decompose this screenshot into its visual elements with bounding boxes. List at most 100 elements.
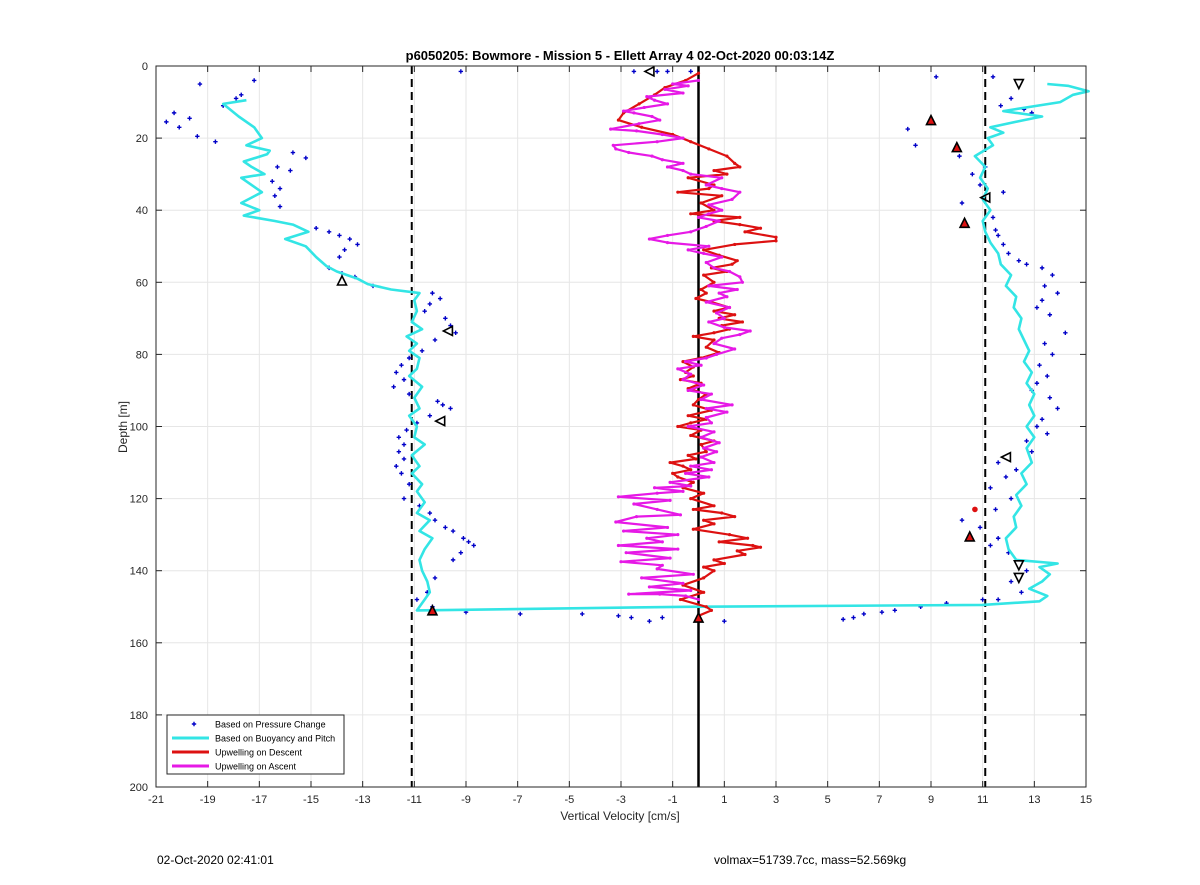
data-point bbox=[694, 457, 698, 461]
data-point bbox=[733, 242, 737, 247]
chart-title: p6050205: Bowmore - Mission 5 - Ellett A… bbox=[406, 48, 835, 63]
data-point bbox=[177, 125, 182, 130]
data-point bbox=[712, 460, 716, 465]
data-point bbox=[171, 110, 177, 116]
data-point bbox=[251, 78, 257, 83]
data-point bbox=[580, 611, 585, 617]
event-triangle-marker bbox=[426, 604, 439, 616]
data-point bbox=[712, 430, 716, 434]
data-point bbox=[704, 291, 708, 295]
data-point bbox=[696, 215, 701, 220]
data-point bbox=[326, 229, 332, 235]
data-point bbox=[396, 435, 402, 440]
data-point bbox=[681, 489, 685, 493]
y-axis-label: Depth [m] bbox=[116, 401, 130, 453]
data-point bbox=[614, 520, 618, 524]
data-point bbox=[712, 309, 716, 313]
x-tick-label: -19 bbox=[200, 794, 216, 806]
event-triangle-marker bbox=[978, 191, 991, 204]
data-point bbox=[1024, 438, 1029, 444]
data-point bbox=[702, 565, 706, 569]
data-point bbox=[654, 69, 660, 74]
x-tick-label: 15 bbox=[1080, 794, 1092, 806]
data-point bbox=[683, 594, 688, 598]
data-point bbox=[645, 536, 649, 540]
data-point bbox=[663, 87, 667, 92]
data-point bbox=[751, 543, 755, 548]
data-point bbox=[681, 168, 685, 173]
data-point bbox=[707, 212, 711, 216]
data-point bbox=[642, 105, 646, 110]
data-point bbox=[699, 201, 703, 205]
data-point bbox=[616, 118, 621, 122]
data-point bbox=[337, 233, 342, 238]
data-point bbox=[233, 96, 239, 101]
data-point bbox=[702, 590, 706, 594]
event-triangle-marker bbox=[643, 65, 655, 78]
event-triangle-marker bbox=[951, 140, 963, 153]
data-point bbox=[712, 504, 716, 508]
y-tick-label: 20 bbox=[136, 133, 148, 145]
data-point bbox=[722, 316, 726, 320]
data-point bbox=[702, 248, 706, 252]
data-point bbox=[1003, 474, 1009, 480]
data-point bbox=[1047, 312, 1053, 317]
data-point bbox=[1047, 395, 1053, 400]
data-point bbox=[1029, 449, 1034, 454]
data-point bbox=[689, 468, 693, 472]
footer-volmax-mass: volmax=51739.7cc, mass=52.569kg bbox=[714, 853, 907, 867]
data-point bbox=[419, 348, 425, 353]
event-triangle-marker bbox=[958, 216, 971, 229]
x-tick-label: 3 bbox=[773, 794, 779, 806]
data-point bbox=[619, 560, 623, 564]
data-point bbox=[337, 254, 342, 260]
data-point bbox=[933, 74, 939, 80]
data-point bbox=[406, 355, 412, 361]
data-point bbox=[647, 585, 652, 589]
data-point bbox=[702, 446, 706, 450]
data-point bbox=[1045, 431, 1050, 436]
data-point bbox=[707, 284, 711, 288]
data-point bbox=[195, 134, 200, 139]
data-point bbox=[466, 539, 471, 545]
event-triangle-marker bbox=[441, 325, 454, 337]
data-point bbox=[686, 453, 690, 457]
data-point bbox=[738, 275, 742, 279]
data-point bbox=[689, 212, 693, 216]
data-point bbox=[720, 511, 724, 515]
data-point bbox=[995, 460, 1001, 465]
data-point bbox=[676, 367, 680, 371]
data-point bbox=[738, 223, 742, 227]
data-point bbox=[471, 543, 476, 548]
data-point bbox=[704, 224, 708, 229]
data-point bbox=[712, 168, 716, 173]
x-tick-label: -11 bbox=[407, 794, 422, 806]
data-point bbox=[1042, 283, 1047, 289]
data-point bbox=[614, 147, 618, 151]
data-point bbox=[704, 406, 708, 411]
data-point bbox=[678, 597, 683, 602]
data-point bbox=[401, 377, 407, 382]
data-point bbox=[1001, 242, 1006, 247]
data-point bbox=[905, 126, 910, 132]
data-point bbox=[686, 176, 690, 180]
data-point bbox=[668, 556, 672, 560]
data-point bbox=[689, 172, 693, 176]
data-point bbox=[627, 592, 631, 596]
data-point bbox=[621, 529, 626, 533]
event-dot-marker bbox=[972, 506, 978, 513]
data-point bbox=[624, 551, 628, 555]
data-point bbox=[861, 611, 867, 617]
data-point bbox=[702, 518, 706, 522]
data-point bbox=[704, 605, 708, 609]
x-axis-label: Vertical Velocity [cm/s] bbox=[560, 809, 679, 823]
grid-lines bbox=[155, 65, 1087, 788]
data-point bbox=[699, 397, 703, 402]
data-point bbox=[1034, 305, 1040, 310]
y-tick-label: 0 bbox=[142, 61, 148, 73]
event-triangle-marker bbox=[433, 415, 446, 427]
data-point bbox=[725, 410, 729, 414]
data-point bbox=[399, 471, 404, 476]
x-tick-label: -7 bbox=[513, 794, 523, 806]
data-point bbox=[704, 450, 708, 454]
